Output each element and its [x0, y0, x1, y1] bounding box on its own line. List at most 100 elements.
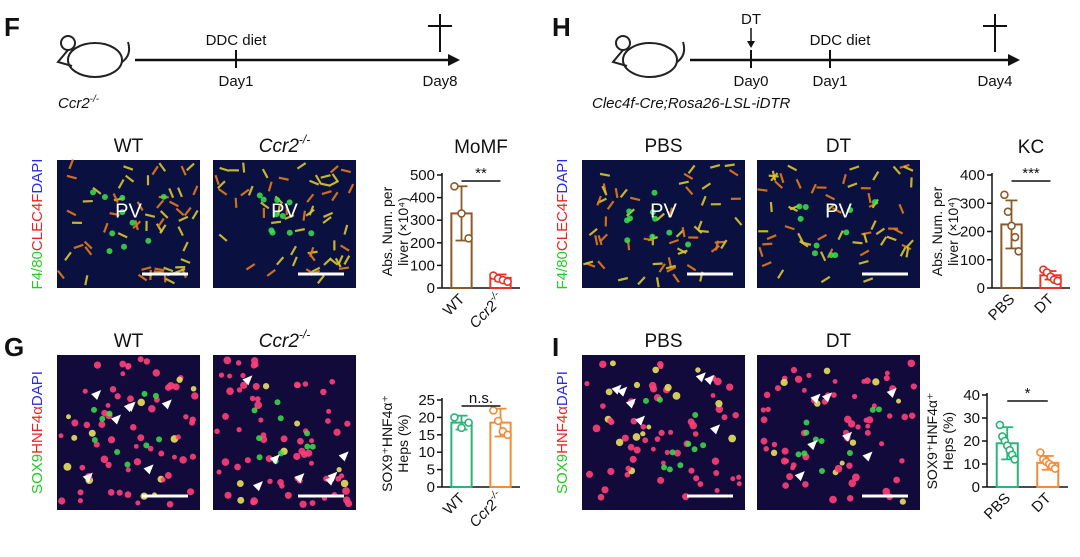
cell [328, 180, 339, 187]
arrowhead [625, 398, 636, 409]
cell [244, 457, 251, 464]
cell [310, 266, 321, 274]
cell [302, 210, 306, 221]
data-point [1007, 221, 1016, 231]
cell [186, 488, 195, 496]
cell [114, 448, 121, 455]
cell [82, 199, 93, 203]
cell [286, 229, 293, 236]
cell [770, 449, 778, 457]
cell [308, 205, 315, 216]
cell [886, 235, 897, 242]
cell [601, 185, 608, 196]
cell [109, 230, 116, 237]
day-label: Day8 [422, 73, 457, 90]
cell [825, 193, 836, 201]
cell [156, 436, 163, 443]
cell [285, 205, 288, 216]
cell [673, 449, 681, 457]
cell [242, 162, 246, 173]
cell [801, 450, 808, 457]
data-point [493, 416, 503, 426]
bar [450, 421, 473, 488]
cell [666, 266, 677, 273]
cell [165, 277, 175, 285]
cell [172, 454, 177, 460]
injection-arrow [747, 41, 755, 48]
cell [152, 392, 159, 399]
cell [713, 377, 722, 386]
cell [862, 232, 868, 244]
cell [120, 371, 126, 377]
cell [715, 405, 724, 413]
x-tick-label-text: WT [440, 291, 469, 320]
cell [852, 473, 860, 482]
cell [842, 173, 847, 185]
x-tick-label-text: DT [1028, 490, 1054, 516]
arrowhead [635, 415, 646, 426]
x-tick-label-text: PBS [981, 490, 1014, 523]
cell [899, 498, 906, 505]
cell [91, 436, 98, 443]
image-title-text: WT [114, 136, 144, 157]
cell [861, 378, 867, 384]
cell [795, 178, 802, 189]
cell [760, 437, 768, 445]
cell [710, 393, 716, 398]
mouse-icon [611, 35, 686, 78]
cell [338, 473, 345, 479]
cell [331, 191, 339, 202]
cell [123, 165, 134, 171]
cell [852, 241, 863, 245]
cell [607, 467, 615, 476]
significance-label: n.s. [469, 390, 493, 407]
cell [730, 197, 741, 200]
cell [640, 424, 647, 430]
cell [697, 220, 703, 231]
cell [652, 262, 663, 266]
cell [109, 386, 117, 393]
stain-label: F4/80CLEC4FDAPI [554, 159, 571, 290]
cell [192, 185, 199, 196]
cell [137, 273, 148, 282]
cell [784, 225, 795, 231]
cell [260, 196, 267, 203]
cell [626, 208, 633, 215]
cell [191, 209, 199, 220]
cell [760, 416, 768, 424]
arrowhead [821, 392, 832, 403]
cell [695, 367, 701, 373]
cell [168, 188, 175, 199]
cell [325, 418, 331, 424]
cell [322, 216, 332, 224]
cell [119, 194, 126, 201]
cell [58, 497, 66, 505]
data-point [1050, 464, 1060, 473]
cell [183, 414, 189, 420]
cell [309, 500, 316, 506]
cell [240, 372, 246, 379]
cell [137, 398, 145, 407]
cell [672, 391, 681, 400]
arrowhead [269, 454, 280, 465]
cell [167, 381, 175, 390]
y-tick-label: 500 [410, 167, 435, 184]
cell [812, 436, 819, 443]
cell [688, 467, 695, 474]
cell [599, 360, 607, 369]
x-tick-label-text: DT [1031, 291, 1057, 317]
cell [870, 220, 877, 231]
cell [596, 195, 602, 206]
cell [734, 216, 743, 226]
cell [624, 237, 631, 244]
cell [114, 393, 121, 400]
cell [343, 496, 351, 504]
cell [185, 162, 195, 172]
arrowhead [842, 431, 853, 442]
stain-part: CLEC4F [29, 194, 46, 252]
y-tick-label: 400 [410, 190, 435, 207]
cell [262, 207, 266, 218]
cell [93, 361, 102, 369]
cell [630, 417, 638, 425]
cell [667, 257, 672, 268]
